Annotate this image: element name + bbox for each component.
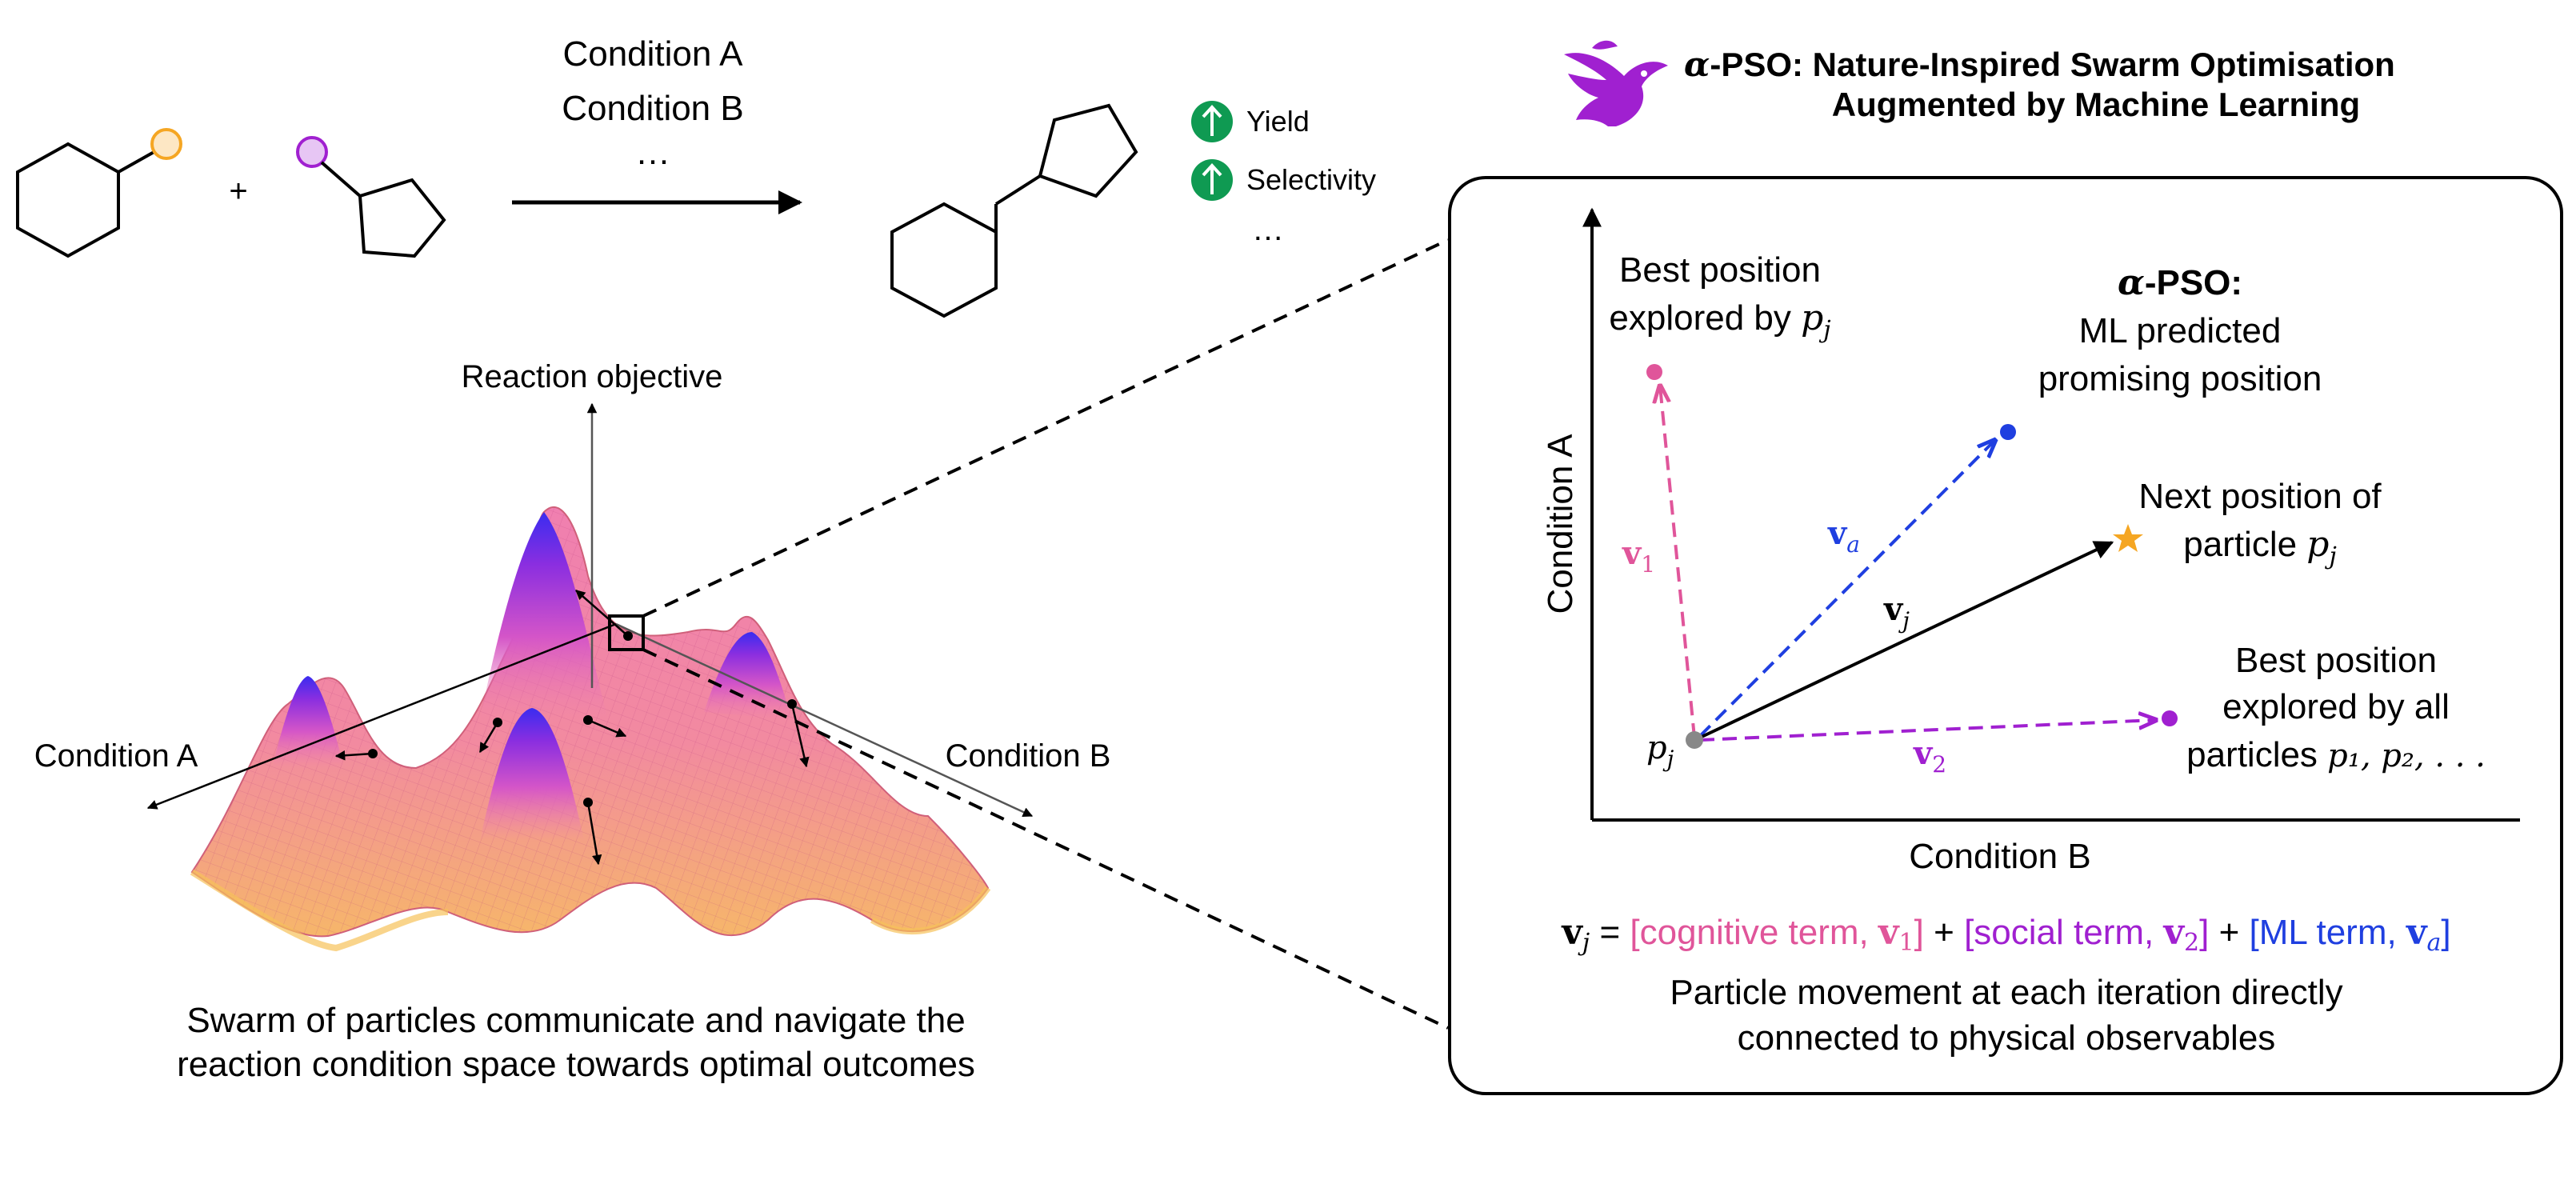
panel-caption-line2: connected to physical observables	[1738, 1018, 2276, 1058]
best-all-line1: Best position	[2235, 641, 2437, 680]
conditions-ellipsis: …	[635, 133, 670, 172]
selectivity-label: Selectivity	[1246, 163, 1376, 196]
landscape-caption-line1: Swarm of particles communicate and navig…	[186, 1001, 965, 1040]
header-title-line2: Augmented by Machine Learning	[1832, 86, 2360, 123]
zoom-line-bottom	[642, 648, 1449, 1030]
reactant-cyclohexyl	[16, 142, 158, 258]
v1-label: v1	[1622, 534, 1655, 578]
best-own-line2: explored by pj	[1609, 298, 1830, 344]
best-own-line1: Best position	[1619, 250, 1821, 290]
particle	[583, 715, 627, 738]
landscape-surface	[190, 506, 991, 952]
z-axis-label: Reaction objective	[462, 359, 723, 394]
v2-label: v2	[1913, 734, 1946, 778]
alpha-line2: ML predicted	[2079, 311, 2282, 350]
next-line1: Next position of	[2138, 477, 2382, 516]
ml-point	[2000, 424, 2016, 440]
panel-caption-line1: Particle movement at each iteration dire…	[1670, 973, 2342, 1012]
panel-y-axis-label: Condition A	[1541, 434, 1580, 614]
orange-atom	[150, 128, 182, 160]
particle	[787, 699, 810, 768]
product-molecule	[890, 103, 1138, 318]
best-all-line2: explored by all	[2222, 687, 2450, 726]
landscape-caption-line2: reaction condition space towards optimal…	[177, 1045, 975, 1084]
zoom-line-top	[642, 238, 1449, 618]
particle	[575, 590, 633, 641]
zoom-box	[608, 614, 645, 651]
outcome-selectivity: Selectivity	[1191, 159, 1376, 201]
alpha-line1: α-PSO:	[2118, 262, 2242, 303]
axis-b	[615, 622, 1034, 818]
best-own-point	[1646, 364, 1662, 380]
v2-vector	[1699, 720, 2156, 742]
outcomes-ellipsis: …	[1252, 212, 1284, 247]
update-equation: vj = [cognitive term, v1] + [social term…	[1561, 912, 2450, 957]
vj-label: vj	[1883, 590, 1910, 634]
axis-b-label: Condition B	[946, 738, 1111, 774]
best-all-point	[2162, 710, 2178, 726]
detail-panel	[1448, 176, 2563, 1095]
particle	[583, 798, 602, 866]
landscape-particles	[334, 590, 810, 866]
pj-label: pj	[1646, 730, 1674, 772]
bird-icon	[1564, 40, 1668, 126]
va-vector	[1698, 440, 1995, 738]
outcome-yield: Yield	[1191, 101, 1310, 142]
alpha-line3: promising position	[2038, 359, 2322, 398]
particle	[334, 749, 378, 761]
best-all-line3: particles p₁, p₂, . . .	[2186, 735, 2486, 774]
panel-x-axis-label: Condition B	[1909, 837, 2090, 876]
vj-vector	[1699, 541, 2114, 739]
yield-label: Yield	[1246, 105, 1310, 138]
particle-pj-point	[1686, 731, 1703, 749]
condition-b-label: Condition B	[562, 89, 743, 128]
axis-a	[146, 622, 617, 810]
condition-a-label: Condition A	[562, 34, 743, 74]
va-label: va	[1827, 514, 1860, 558]
v1-vector	[1660, 386, 1696, 738]
axis-a-label: Condition A	[34, 738, 198, 774]
header-title-line1: α-PSO: Nature-Inspired Swarm Optimisatio…	[1684, 45, 2395, 84]
star-icon	[2113, 524, 2143, 552]
next-line2: particle pj	[2183, 524, 2337, 570]
particle	[478, 718, 502, 754]
purple-atom	[296, 136, 328, 168]
reactant-cyclopentyl	[320, 161, 446, 258]
plus-sign: +	[229, 174, 247, 209]
